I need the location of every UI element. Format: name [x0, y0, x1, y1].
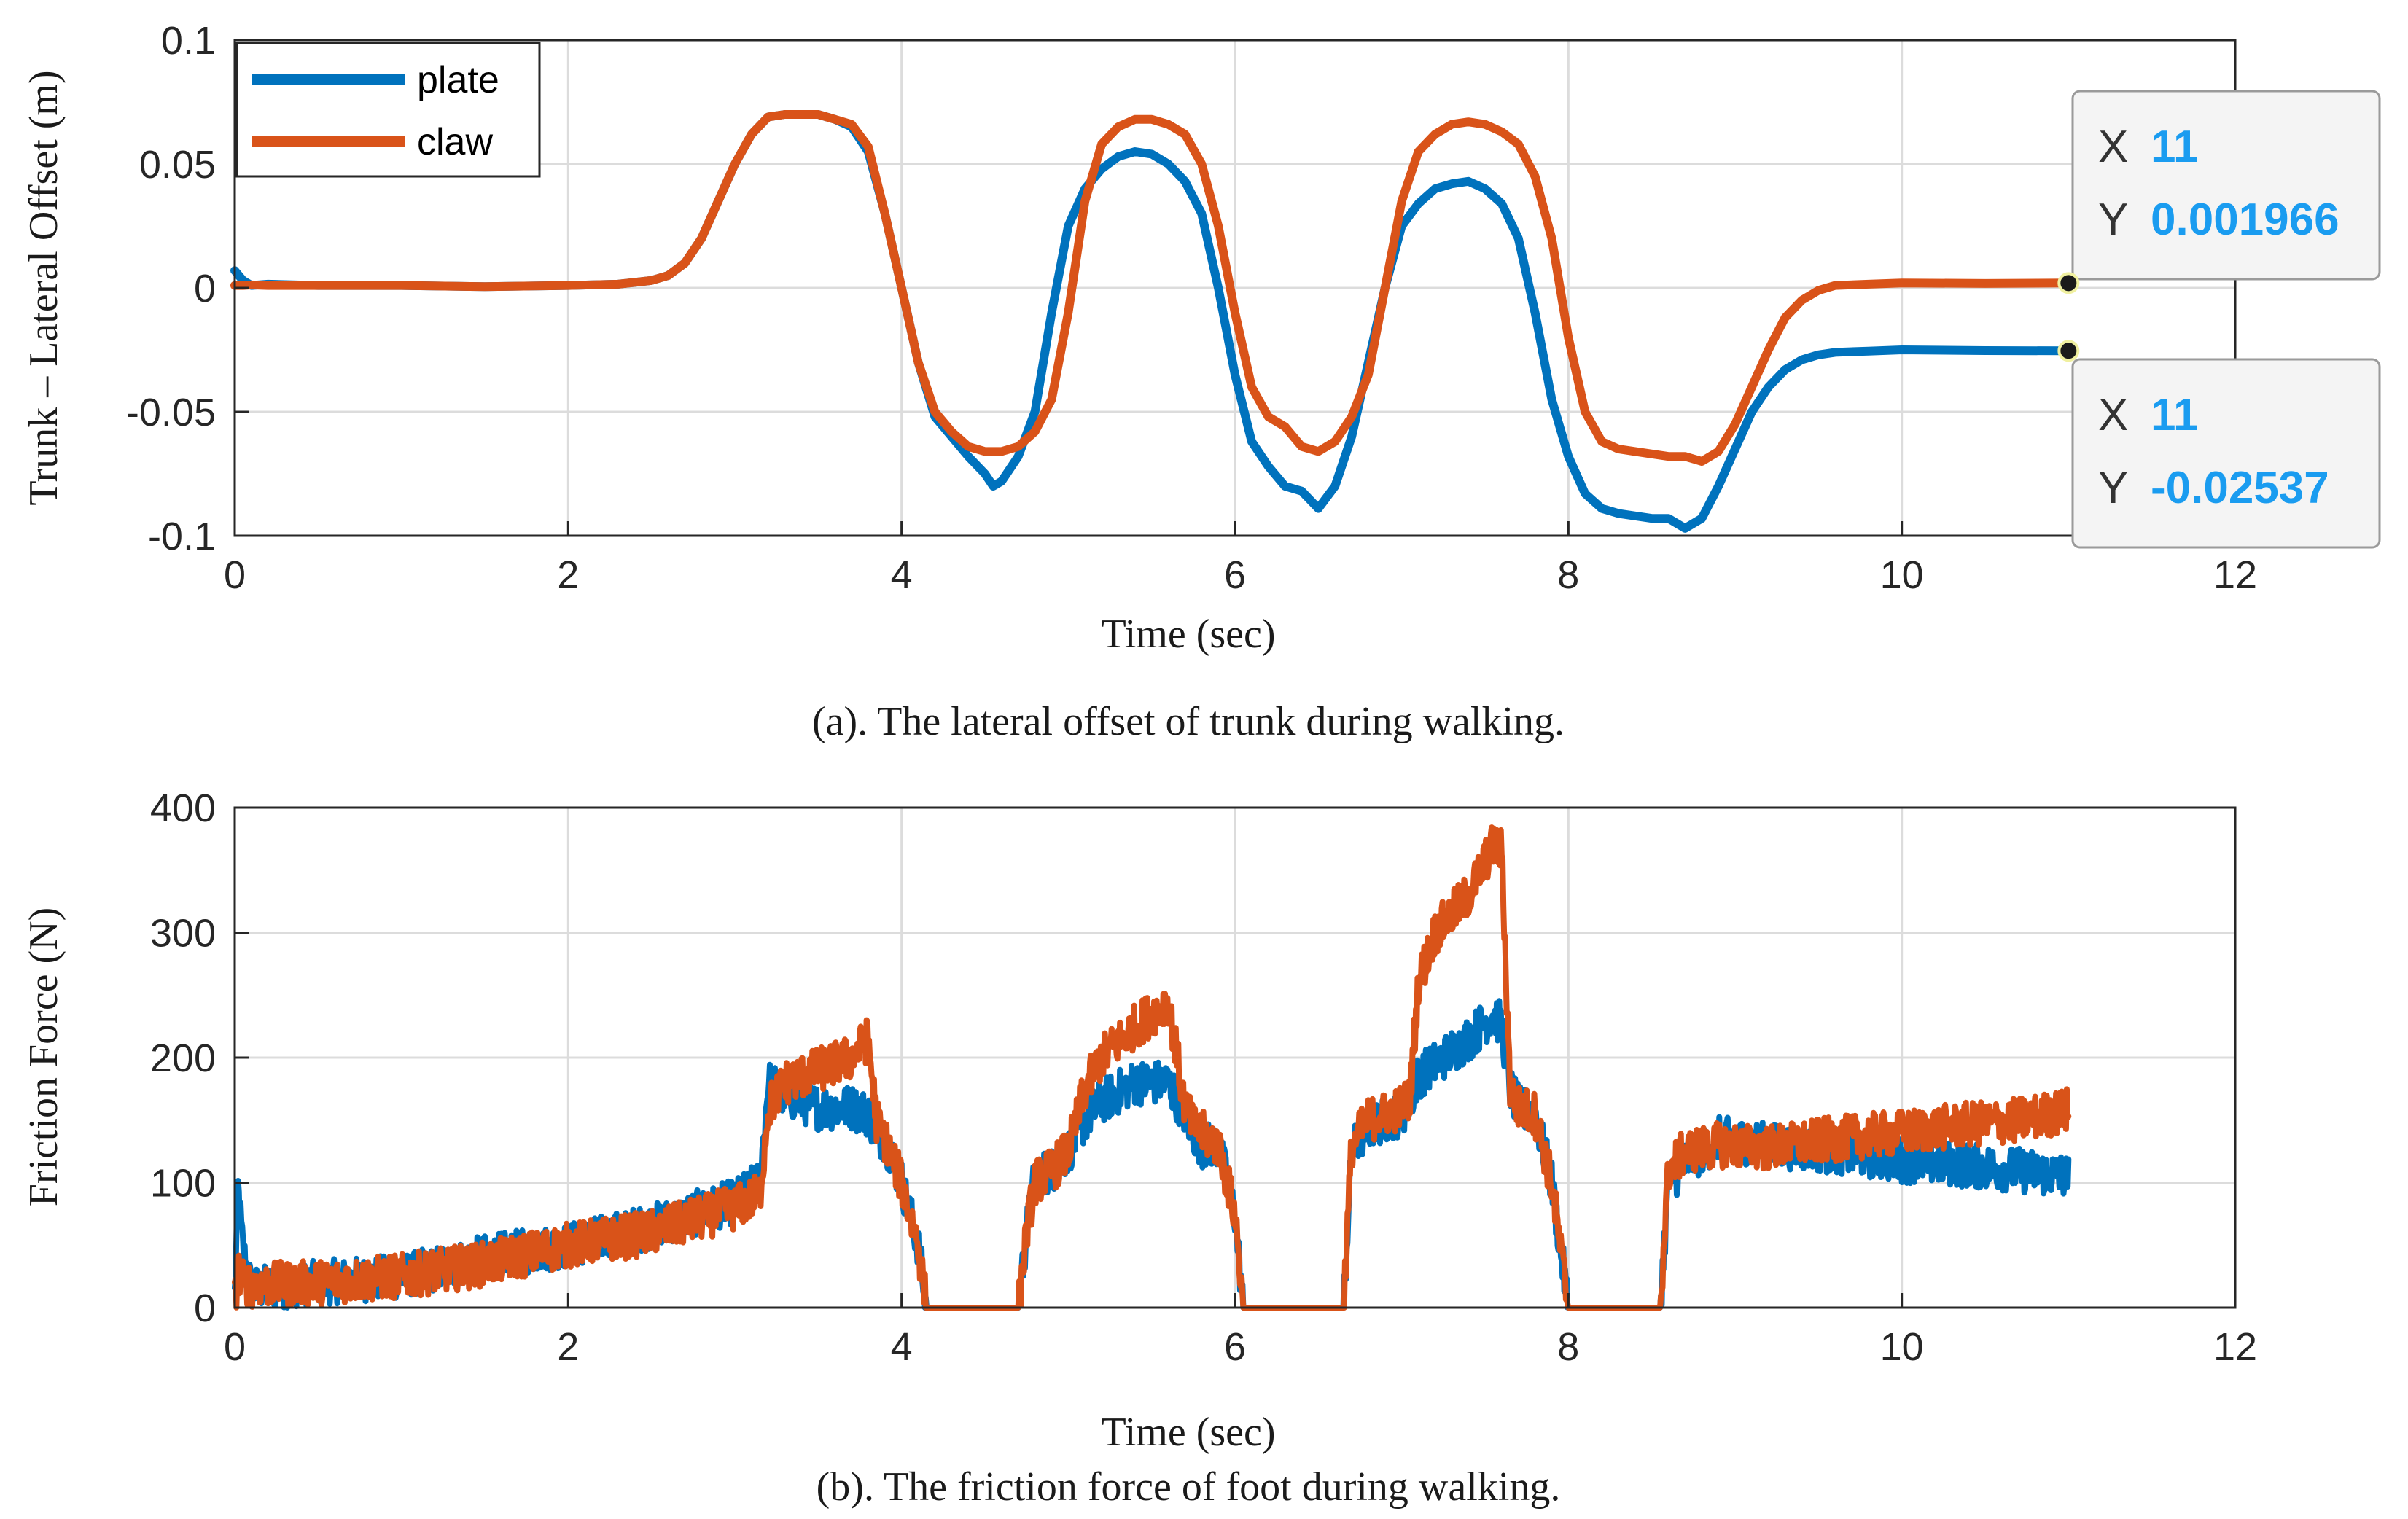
x-tick-label: 10	[1880, 553, 1924, 597]
x-tick-label: 0	[224, 1325, 246, 1369]
chart-b-ylabel: Friction Force (N)	[21, 907, 66, 1207]
y-tick-label: 200	[150, 1036, 216, 1080]
x-tick-label: 4	[891, 553, 913, 597]
datatip-plate[interactable]: X 11 Y -0.02537	[2073, 359, 2380, 547]
datatip-plate-box	[2073, 359, 2380, 547]
x-tick-label: 2	[557, 1325, 579, 1369]
x-tick-label: 12	[2213, 1325, 2257, 1369]
chart-a-legend: plate claw	[237, 43, 539, 176]
datatip-claw-box	[2073, 91, 2380, 279]
datatip-plate-y-label: Y	[2098, 463, 2128, 513]
datatip-claw-y-value: 0.001966	[2151, 195, 2339, 245]
x-tick-label: 0	[224, 553, 246, 597]
y-tick-label: 400	[150, 786, 216, 830]
datatip-claw-x-label: X	[2098, 122, 2128, 172]
datatip-plate-y-value: -0.02537	[2151, 463, 2329, 513]
datatip-plate-x-value: 11	[2151, 390, 2199, 440]
chart-a-caption: (a). The lateral offset of trunk during …	[812, 699, 1565, 744]
x-tick-label: 6	[1224, 553, 1246, 597]
chart-a-y-ticks: -0.1 -0.05 0 0.05 0.1	[126, 19, 249, 558]
chart-b-caption: (b). The friction force of foot during w…	[817, 1464, 1561, 1510]
y-tick-label: 0	[194, 267, 216, 311]
y-tick-label: 0.1	[161, 19, 216, 63]
chart-a: 0 2 4 6 8 10 12 -0.1 -0.05 0 0.05 0.1 plate claw T…	[21, 19, 2380, 744]
y-tick-label: 100	[150, 1162, 216, 1206]
chart-a-xlabel: Time (sec)	[1101, 612, 1275, 657]
x-tick-label: 8	[1557, 553, 1579, 597]
y-tick-label: 0.05	[139, 143, 216, 187]
y-tick-label: -0.05	[126, 391, 216, 434]
figure: 0 2 4 6 8 10 12 -0.1 -0.05 0 0.05 0.1 plate claw T…	[0, 0, 2408, 1519]
datatip-marker-claw[interactable]	[2059, 273, 2078, 292]
datatip-claw[interactable]: X 11 Y 0.001966	[2070, 91, 2380, 282]
x-tick-label: 4	[891, 1325, 913, 1369]
datatip-plate-x-label: X	[2098, 390, 2128, 440]
legend-claw-label: claw	[417, 121, 493, 163]
legend-plate-label: plate	[417, 59, 499, 101]
x-tick-label: 6	[1224, 1325, 1246, 1369]
chart-a-ylabel: Trunk – Lateral Offset (m)	[21, 70, 66, 505]
chart-b-xlabel: Time (sec)	[1101, 1410, 1275, 1455]
datatip-claw-x-value: 11	[2151, 122, 2199, 172]
y-tick-label: 300	[150, 912, 216, 956]
y-tick-label: -0.1	[148, 515, 216, 558]
x-tick-label: 10	[1880, 1325, 1924, 1369]
x-tick-label: 12	[2213, 553, 2257, 597]
datatip-marker-plate[interactable]	[2059, 341, 2078, 360]
y-tick-label: 0	[194, 1286, 216, 1330]
datatip-claw-y-label: Y	[2098, 195, 2128, 245]
x-tick-label: 2	[557, 553, 579, 597]
x-tick-label: 8	[1557, 1325, 1579, 1369]
chart-b: 0 2 4 6 8 10 12 0 100 200 300 400 Time (sec) Frict…	[21, 786, 2257, 1510]
